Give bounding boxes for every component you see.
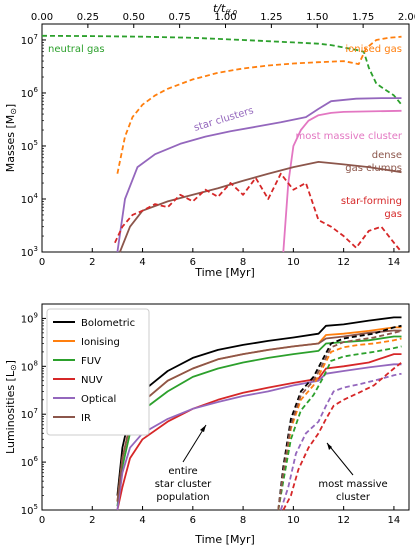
luminosity-xtick-label: 4 <box>139 515 145 526</box>
mass-xtick-label: 14 <box>388 257 401 268</box>
mass-star-forming-gas-line <box>114 172 403 253</box>
annotation-ionised-gas: ionised gas <box>345 44 402 55</box>
mass-top-tick-label: 0.25 <box>77 12 99 23</box>
annotation-dense: dense <box>372 150 402 161</box>
luminosity-xtick-label: 14 <box>388 515 401 526</box>
luminosity-xtick-label: 0 <box>39 515 45 526</box>
annotation-star-clusters: star clusters <box>193 105 255 134</box>
luminosity-legend: Bolometric Ionising FUV NUV Optical IR <box>46 308 150 436</box>
mass-top-tick-label: 0.75 <box>168 12 190 23</box>
luminosity-optical-line <box>116 363 402 511</box>
mass-ytick-label: 104 <box>21 192 39 206</box>
luminosity-xtick-label: 6 <box>190 515 196 526</box>
annotation-star-cluster: star cluster <box>155 479 212 490</box>
arrowhead-entire-population <box>200 425 206 432</box>
mass-top-tick-label: 0.00 <box>31 12 53 23</box>
annotation-star-forming: star-forming <box>341 196 402 207</box>
mass-top-tick-label: 2.00 <box>398 12 415 23</box>
luminosity-y-axis-label: Luminosities [L⊙] <box>4 360 18 454</box>
mass-xtick-label: 4 <box>139 257 145 268</box>
mass-x-ticks: 0 2 4 6 8 10 12 14 <box>39 248 400 268</box>
mass-xtick-label: 12 <box>337 257 350 268</box>
mass-ytick-label: 103 <box>21 245 38 259</box>
annotation-cluster: cluster <box>336 492 371 503</box>
luminosity-panel: 0 2 4 6 8 10 12 14 105 106 107 108 109 Bolometric Io… <box>4 303 410 546</box>
mass-panel: 0 2 4 6 8 10 12 14 0.00 0.25 0.50 0.75 1.00 1.25 1.50… <box>4 2 415 279</box>
mass-top-tick-label: 1.50 <box>306 12 328 23</box>
luminosity-massive-4-line <box>282 361 403 511</box>
luminosity-ionising-line <box>116 326 402 502</box>
luminosity-ytick-label: 106 <box>21 455 39 469</box>
luminosity-ytick-label: 105 <box>21 503 38 517</box>
mass-ytick-label: 105 <box>21 139 38 153</box>
luminosity-massive-3-line <box>279 372 402 511</box>
mass-ytick-label: 106 <box>21 86 39 100</box>
arrowhead-most-massive <box>327 443 332 450</box>
luminosity-massive-2-line <box>277 345 402 511</box>
legend-label-nuv: NUV <box>81 375 103 386</box>
mass-y-axis-label: Masses [M⊙] <box>4 104 18 172</box>
luminosity-nuv-line <box>116 353 402 511</box>
legend-label-fuv: FUV <box>81 356 101 367</box>
luminosity-xtick-label: 2 <box>89 515 95 526</box>
luminosity-ytick-label: 107 <box>21 407 38 421</box>
legend-label-bolometric: Bolometric <box>81 318 135 329</box>
mass-series-group <box>41 34 403 253</box>
top-axis-label: t/tff,0 <box>213 2 238 17</box>
luminosity-ytick-label: 109 <box>21 311 38 325</box>
mass-top-tick-label: 1.00 <box>214 12 236 23</box>
mass-ionised-gas-line <box>116 35 402 174</box>
luminosity-x-ticks: 0 2 4 6 8 10 12 14 <box>39 506 400 526</box>
mass-neutral-gas-line <box>41 34 403 106</box>
mass-ytick-label: 107 <box>21 33 38 47</box>
mass-y-ticks: 103 104 105 106 107 <box>21 23 46 259</box>
mass-xtick-label: 10 <box>287 257 300 268</box>
luminosity-y-ticks: 105 106 107 108 109 <box>21 303 46 517</box>
annotation-most-massive-cluster: most massive cluster <box>296 131 403 142</box>
annotation-gas-clumps: gas clumps <box>345 163 402 174</box>
luminosity-bolometric-line <box>116 316 402 496</box>
legend-label-ir: IR <box>81 413 91 424</box>
legend-label-optical: Optical <box>81 394 116 405</box>
mass-top-ticks: 0.00 0.25 0.50 0.75 1.00 1.25 1.50 1.75 2.00 <box>31 12 415 28</box>
luminosity-plot-frame <box>41 303 410 511</box>
arrow-most-massive <box>326 442 354 476</box>
arrow-entire-population <box>182 424 207 463</box>
luminosity-xtick-label: 8 <box>240 515 246 526</box>
annotation-most-massive: most massive <box>318 479 387 490</box>
luminosity-xtick-label: 12 <box>337 515 350 526</box>
mass-x-axis-label: Time [Myr] <box>194 266 255 279</box>
mass-xtick-label: 8 <box>240 257 246 268</box>
mass-top-tick-label: 1.75 <box>352 12 374 23</box>
annotation-star-forming-gas: gas <box>384 209 402 220</box>
mass-most-massive-cluster-line <box>282 109 402 253</box>
luminosity-ytick-label: 108 <box>21 359 38 373</box>
mass-top-tick-label: 1.25 <box>260 12 282 23</box>
luminosity-xtick-label: 10 <box>287 515 300 526</box>
annotation-neutral-gas: neutral gas <box>48 44 105 55</box>
luminosity-massive-0-line <box>277 324 402 511</box>
mass-xtick-label: 6 <box>190 257 196 268</box>
mass-xtick-label: 2 <box>89 257 95 268</box>
luminosity-x-axis-label: Time [Myr] <box>194 533 255 546</box>
annotation-population: population <box>156 492 209 503</box>
mass-star-clusters-line <box>116 97 402 253</box>
mass-xtick-label: 0 <box>39 257 45 268</box>
annotation-entire: entire <box>168 466 197 477</box>
mass-top-tick-label: 0.50 <box>123 12 145 23</box>
luminosity-ir-line <box>116 329 402 502</box>
legend-label-ionising: Ionising <box>81 337 120 348</box>
